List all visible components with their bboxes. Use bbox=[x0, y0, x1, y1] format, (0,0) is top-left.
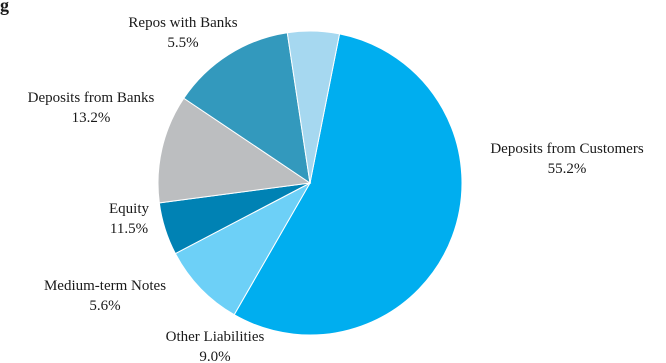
pie-labels: Deposits from Customers 55.2% Other Liabil… bbox=[28, 15, 644, 363]
slice-label-value: 55.2% bbox=[548, 161, 587, 177]
slice-label-name: Medium-term Notes bbox=[44, 278, 166, 294]
slice-label-name: Repos with Banks bbox=[128, 15, 237, 31]
slice-label-value: 11.5% bbox=[110, 221, 148, 237]
slice-label-value: 13.2% bbox=[72, 110, 111, 126]
pie-slice-equity bbox=[157, 97, 312, 204]
pie-slice-repos-with-banks bbox=[286, 30, 341, 184]
slice-label-name: Equity bbox=[109, 201, 149, 217]
pie-slice-deposits-from-customers bbox=[233, 33, 463, 336]
slice-label-value: 9.0% bbox=[199, 349, 230, 363]
pie-slice-deposits-from-banks bbox=[183, 32, 311, 185]
slice-label-name: Deposits from Customers bbox=[490, 141, 643, 157]
slice-label-value: 5.5% bbox=[167, 35, 198, 51]
slice-label-name: Deposits from Banks bbox=[28, 90, 155, 106]
slice-label-value: 5.6% bbox=[89, 298, 120, 314]
chart-title-fragment: g bbox=[0, 0, 9, 15]
pie-slice-other-liabilities bbox=[174, 181, 312, 316]
slice-label-name: Other Liabilities bbox=[166, 329, 265, 345]
pie-slices bbox=[157, 30, 463, 336]
